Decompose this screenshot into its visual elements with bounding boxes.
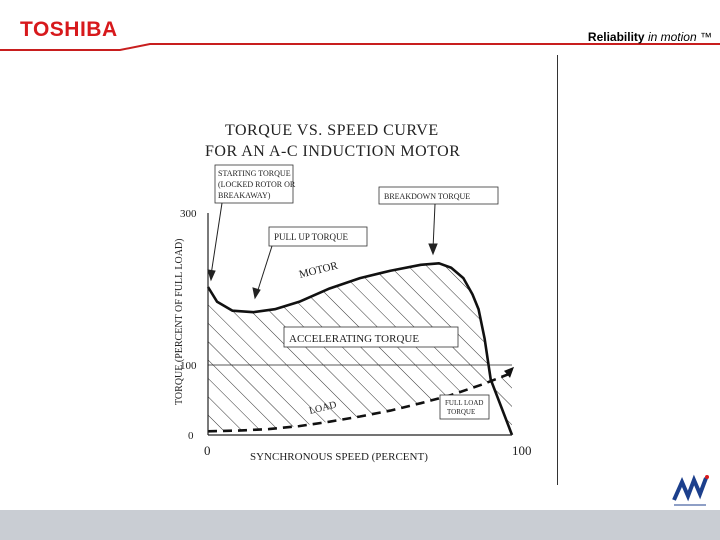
starting-torque-line2: (LOCKED ROTOR OR (218, 180, 296, 189)
header: TOSHIBA Reliability in motion ™ (0, 0, 720, 56)
accelerating-torque-area (208, 263, 512, 435)
starting-torque-arrowhead (207, 269, 216, 282)
annotation-pull-up-torque: PULL UP TORQUE (268, 226, 368, 247)
chart-title-line2: FOR AN A-C INDUCTION MOTOR (205, 143, 460, 160)
tagline-em: in motion (647, 30, 697, 44)
tagline: Reliability in motion ™ (588, 30, 712, 44)
annotation-arrows (207, 202, 438, 300)
full-load-torque-line2: TORQUE (447, 408, 475, 416)
pull-up-torque-arrowhead (252, 287, 261, 300)
footer-band (0, 510, 720, 540)
series-load-line (207, 371, 513, 433)
tagline-tm: ™ (700, 30, 712, 44)
breakdown-torque-text: BREAKDOWN TORQUE (384, 192, 470, 201)
chart-title-line1: TORQUE VS. SPEED CURVE (225, 122, 439, 139)
y-tick-0: 0 (188, 430, 194, 442)
annotation-starting-torque: STARTING TORQUE (LOCKED ROTOR OR BREAKAW… (214, 164, 296, 204)
x-axis-label: SYNCHRONOUS SPEED (PERCENT) (250, 451, 428, 463)
pull-up-torque-arrow (256, 245, 273, 294)
annotation-accelerating-torque: ACCELERATING TORQUE (283, 326, 459, 348)
annotation-full-load-torque: FULL LOAD TORQUE (439, 394, 490, 420)
breakdown-torque-arrowhead (428, 243, 438, 256)
tagline-strong: Reliability (587, 30, 645, 44)
full-load-torque-line1: FULL LOAD (445, 399, 483, 407)
brand-logo: TOSHIBA (20, 18, 118, 41)
header-rule (0, 43, 720, 51)
vertical-divider (557, 55, 558, 485)
y-axis-label: TORQUE (PERCENT OF FULL LOAD) (174, 239, 185, 405)
starting-torque-line3: BREAKAWAY) (218, 191, 271, 200)
pull-up-torque-text: PULL UP TORQUE (274, 232, 349, 242)
company-logo-icon (672, 474, 709, 506)
breakdown-torque-arrow (432, 203, 436, 250)
starting-torque-line1: STARTING TORQUE (218, 169, 291, 178)
series-motor-line (206, 262, 514, 436)
accelerating-torque-text: ACCELERATING TORQUE (289, 333, 419, 345)
plot-area (206, 262, 514, 436)
motor-curve-label: MOTOR (298, 260, 340, 281)
x-tick-100: 100 (512, 443, 532, 458)
annotation-breakdown-torque: BREAKDOWN TORQUE (378, 186, 499, 205)
y-tick-300: 300 (180, 208, 197, 220)
load-curve-arrowhead (504, 366, 514, 378)
torque-speed-chart: TORQUE VS. SPEED CURVE FOR AN A-C INDUCT… (174, 122, 532, 463)
starting-torque-arrow (210, 202, 223, 276)
x-tick-0: 0 (204, 443, 211, 458)
y-tick-100: 100 (180, 360, 197, 372)
